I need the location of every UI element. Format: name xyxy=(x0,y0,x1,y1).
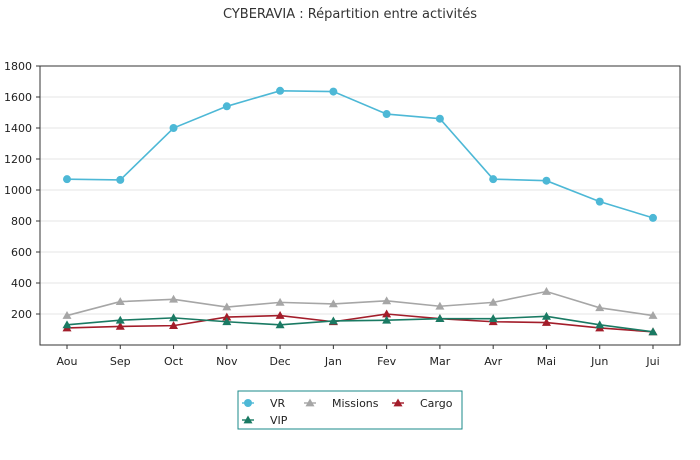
legend-marker xyxy=(244,399,252,407)
data-point-missions-11 xyxy=(648,311,658,319)
data-point-vip-0 xyxy=(62,320,72,329)
data-point-cargo-3 xyxy=(222,312,232,321)
y-tick-label: 800 xyxy=(11,215,32,228)
series-group xyxy=(62,86,658,336)
data-point-cargo-9 xyxy=(541,318,551,326)
legend-label: Missions xyxy=(332,397,379,410)
series-line-vr xyxy=(66,89,654,219)
data-point-vip-4 xyxy=(275,320,285,329)
data-point-vip-11 xyxy=(648,327,658,336)
data-point-missions-2 xyxy=(169,294,179,303)
legend-item-missions: Missions xyxy=(304,397,379,410)
data-point-vip-1 xyxy=(115,315,125,324)
y-tick-label: 400 xyxy=(11,277,32,290)
y-tick-label: 1000 xyxy=(4,184,32,197)
x-tick-label: Jan xyxy=(324,355,342,368)
data-point-vip-8 xyxy=(488,314,498,323)
x-tick-label: Oct xyxy=(164,355,184,368)
legend-label: Cargo xyxy=(420,397,453,410)
data-point-missions-8 xyxy=(488,297,498,306)
series-vip xyxy=(62,311,658,336)
data-point-vr-1 xyxy=(116,175,125,184)
legend-label: VR xyxy=(270,397,286,410)
data-point-vip-10 xyxy=(595,320,605,329)
data-point-cargo-1 xyxy=(115,321,125,330)
data-point-missions-9 xyxy=(541,287,551,295)
series-line-cargo xyxy=(66,313,654,333)
data-point-missions-3 xyxy=(222,302,232,311)
data-point-missions-0 xyxy=(62,311,72,319)
x-tick-label: Mai xyxy=(537,355,556,368)
data-point-vr-3 xyxy=(222,102,231,111)
data-point-vr-9 xyxy=(542,176,551,185)
legend-frame xyxy=(237,390,463,430)
data-point-missions-5 xyxy=(328,299,338,308)
data-point-missions-1 xyxy=(115,297,125,305)
y-tick-label: 1200 xyxy=(4,153,32,166)
data-point-vr-7 xyxy=(435,114,444,123)
x-axis: Aou Sep Oct Nov Dec Jan Fev Mar Avr Mai Jun Jui xyxy=(56,345,660,368)
legend-item-vr: VR xyxy=(242,397,286,410)
legend-marker xyxy=(243,415,253,424)
data-point-vip-5 xyxy=(328,316,338,325)
data-point-vr-10 xyxy=(595,197,604,206)
series-line-missions xyxy=(66,290,654,317)
data-point-vr-4 xyxy=(276,86,285,95)
data-point-vip-6 xyxy=(382,315,392,324)
y-axis: 200 400 600 800 1000 1200 1400 1600 1800 xyxy=(4,60,40,321)
data-point-missions-7 xyxy=(435,301,445,310)
series-cargo xyxy=(62,309,658,336)
legend-label: VIP xyxy=(270,414,288,427)
y-tick-label: 200 xyxy=(11,308,32,321)
x-tick-label: Dec xyxy=(269,355,290,368)
data-point-vip-3 xyxy=(222,317,232,326)
data-point-vr-8 xyxy=(489,175,498,184)
data-point-vip-7 xyxy=(435,314,445,323)
data-point-cargo-6 xyxy=(382,309,392,318)
legend: VR Missions Cargo VIP xyxy=(237,390,463,430)
y-tick-label: 1400 xyxy=(4,122,32,135)
data-point-vr-11 xyxy=(649,213,657,222)
series-line-vip xyxy=(66,315,654,333)
plot-area-frame xyxy=(39,65,681,346)
data-point-vip-9 xyxy=(541,311,551,320)
chart-title: CYBERAVIA : Répartition entre activités xyxy=(223,7,477,22)
series-vr xyxy=(63,86,657,222)
data-point-missions-4 xyxy=(275,297,285,306)
x-tick-label: Sep xyxy=(110,355,131,368)
series-missions xyxy=(62,287,658,319)
data-point-cargo-4 xyxy=(275,311,285,319)
legend-marker xyxy=(393,398,403,407)
data-point-cargo-2 xyxy=(169,321,179,329)
x-tick-label: Avr xyxy=(484,355,502,368)
data-point-vip-2 xyxy=(169,313,179,322)
data-point-vr-6 xyxy=(382,110,391,119)
legend-item-vip: VIP xyxy=(242,414,288,427)
x-tick-label: Mar xyxy=(430,355,451,368)
x-tick-label: Jun xyxy=(590,355,608,368)
data-point-vr-5 xyxy=(329,87,338,96)
data-point-missions-10 xyxy=(595,303,605,312)
x-tick-label: Jui xyxy=(645,355,659,368)
x-tick-label: Aou xyxy=(56,355,77,368)
data-point-vr-2 xyxy=(169,124,178,132)
y-tick-label: 1800 xyxy=(4,60,32,73)
legend-marker xyxy=(305,398,315,407)
legend-item-cargo: Cargo xyxy=(392,397,453,410)
data-point-missions-6 xyxy=(382,296,392,305)
data-point-vr-0 xyxy=(63,175,71,184)
y-tick-label: 1600 xyxy=(4,91,32,104)
y-tick-label: 600 xyxy=(11,246,32,259)
x-tick-label: Nov xyxy=(216,355,238,368)
x-tick-label: Fev xyxy=(377,355,396,368)
